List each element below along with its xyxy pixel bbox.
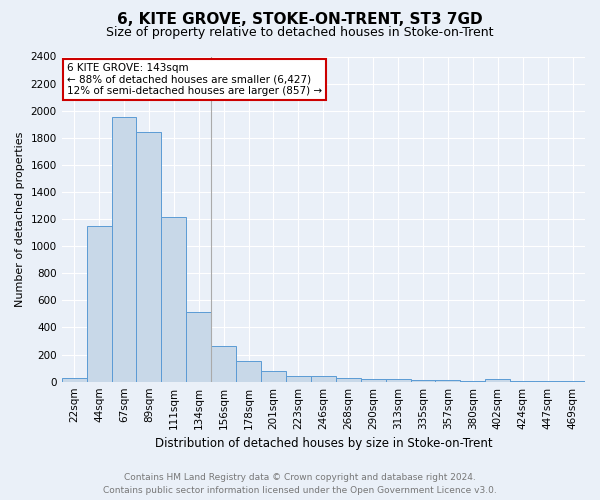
Y-axis label: Number of detached properties: Number of detached properties — [15, 132, 25, 307]
Bar — [311, 376, 336, 382]
Bar — [336, 378, 361, 382]
Bar — [161, 217, 186, 382]
Bar — [112, 118, 136, 382]
Text: Contains HM Land Registry data © Crown copyright and database right 2024.
Contai: Contains HM Land Registry data © Crown c… — [103, 473, 497, 495]
Text: Size of property relative to detached houses in Stoke-on-Trent: Size of property relative to detached ho… — [106, 26, 494, 39]
Bar — [460, 380, 485, 382]
Bar — [410, 380, 436, 382]
Text: 6 KITE GROVE: 143sqm
← 88% of detached houses are smaller (6,427)
12% of semi-de: 6 KITE GROVE: 143sqm ← 88% of detached h… — [67, 63, 322, 96]
Bar — [261, 371, 286, 382]
Bar — [186, 312, 211, 382]
Text: 6, KITE GROVE, STOKE-ON-TRENT, ST3 7GD: 6, KITE GROVE, STOKE-ON-TRENT, ST3 7GD — [117, 12, 483, 28]
Bar — [286, 376, 311, 382]
Bar — [86, 226, 112, 382]
Bar — [62, 378, 86, 382]
Bar — [361, 379, 386, 382]
Bar — [236, 360, 261, 382]
Bar — [535, 381, 560, 382]
Bar — [136, 132, 161, 382]
X-axis label: Distribution of detached houses by size in Stoke-on-Trent: Distribution of detached houses by size … — [155, 437, 492, 450]
Bar — [510, 381, 535, 382]
Bar — [436, 380, 460, 382]
Bar — [485, 379, 510, 382]
Bar — [386, 379, 410, 382]
Bar — [211, 346, 236, 382]
